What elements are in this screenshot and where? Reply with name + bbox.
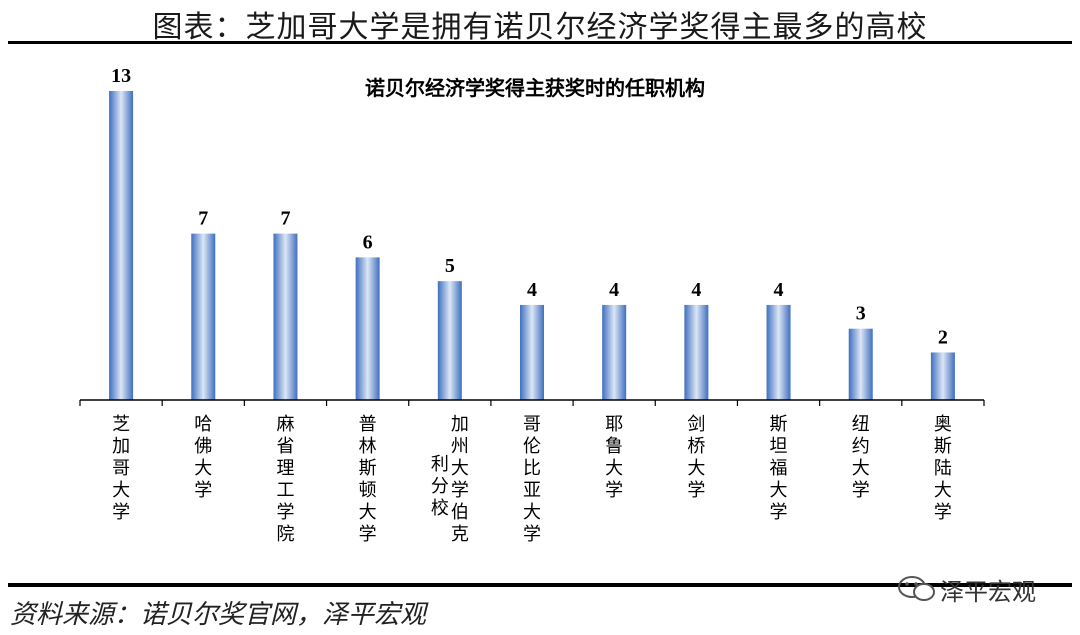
category-label-char: 大 xyxy=(934,480,952,501)
category-label-char: 约 xyxy=(852,436,870,457)
bar-0 xyxy=(109,91,134,400)
category-label-char: 鲁 xyxy=(605,436,623,457)
category-label-char: 奥 xyxy=(934,414,952,435)
category-label-char: 学 xyxy=(605,480,623,501)
category-label-char: 学 xyxy=(687,480,705,501)
bar-7 xyxy=(684,304,709,400)
category-label-char: 剑 xyxy=(687,414,705,435)
bar-8 xyxy=(766,304,791,400)
category-label-char: 斯 xyxy=(359,458,377,479)
category-label-char: 亚 xyxy=(523,480,541,501)
category-label-char: 伦 xyxy=(523,436,541,457)
value-label: 6 xyxy=(363,231,373,253)
value-label: 7 xyxy=(198,208,208,230)
category-label-char: 福 xyxy=(770,458,788,479)
category-label-char: 学 xyxy=(112,502,130,523)
category-label-char: 大 xyxy=(112,480,130,501)
bar-10 xyxy=(930,352,955,400)
category-label-char: 工 xyxy=(276,480,294,501)
bar-2 xyxy=(273,233,298,400)
bar-5 xyxy=(520,304,544,400)
value-label: 4 xyxy=(527,279,537,301)
category-label-char: 桥 xyxy=(687,436,705,457)
category-label-char: 学 xyxy=(852,480,870,501)
category-label-char: 分 xyxy=(431,476,449,497)
category-label-char: 普 xyxy=(359,414,377,435)
category-label-char: 麻 xyxy=(276,414,294,435)
category-label-char: 陆 xyxy=(934,458,952,479)
category-label-char: 斯 xyxy=(770,414,788,435)
source-note: 资料来源：诺贝尔奖官网，泽平宏观 xyxy=(10,600,427,630)
category-label-char: 学 xyxy=(276,502,294,523)
category-label-char: 大 xyxy=(852,458,870,479)
bar-1 xyxy=(191,233,216,400)
category-label-char: 学 xyxy=(451,480,469,501)
category-label-char: 省 xyxy=(276,436,294,457)
bar-4 xyxy=(437,281,462,400)
value-label: 4 xyxy=(691,279,701,301)
category-label-char: 顿 xyxy=(359,480,377,501)
logo-text: 泽平宏观 xyxy=(940,578,1036,606)
category-label-char: 伯 xyxy=(451,502,469,523)
category-label-char: 学 xyxy=(934,502,952,523)
category-label-char: 纽 xyxy=(852,414,870,435)
category-label-char: 加 xyxy=(112,436,130,457)
page-title: 图表：芝加哥大学是拥有诺贝尔经济学奖得主最多的高校 xyxy=(152,10,928,45)
category-label-char: 加 xyxy=(451,414,469,435)
category-label-char: 哥 xyxy=(112,458,130,479)
bar-6 xyxy=(602,304,627,400)
category-label-char: 学 xyxy=(194,480,212,501)
value-label: 7 xyxy=(280,208,290,230)
category-labels-group: 芝加哥大学哈佛大学麻省理工学院普林斯顿大学加州大学伯克利分校哥伦比亚大学耶鲁大学… xyxy=(112,414,952,545)
category-label-char: 理 xyxy=(276,458,294,479)
bottom-rule xyxy=(8,583,1072,587)
category-label-char: 耶 xyxy=(605,414,623,435)
value-label: 4 xyxy=(774,279,784,301)
category-label-char: 大 xyxy=(687,458,705,479)
top-rule xyxy=(8,41,1072,44)
category-label-char: 大 xyxy=(605,458,623,479)
category-label-char: 大 xyxy=(451,458,469,479)
wechat-logo-icon xyxy=(898,576,935,601)
bars-group xyxy=(109,91,955,400)
category-label-char: 大 xyxy=(770,480,788,501)
category-label-char: 坦 xyxy=(770,436,788,457)
bar-9 xyxy=(848,328,873,400)
category-label-char: 学 xyxy=(359,524,377,545)
category-label-char: 大 xyxy=(194,458,212,479)
category-label-char: 大 xyxy=(523,502,541,523)
category-label-char: 校 xyxy=(431,498,449,519)
category-label-char: 芝 xyxy=(112,414,130,435)
category-label-char: 佛 xyxy=(194,436,212,457)
value-label: 13 xyxy=(111,65,131,87)
value-label: 3 xyxy=(856,303,866,325)
category-label-char: 克 xyxy=(451,524,469,545)
category-label-char: 院 xyxy=(276,524,294,545)
category-label-char: 斯 xyxy=(934,436,952,457)
category-label-char: 学 xyxy=(770,502,788,523)
value-label: 2 xyxy=(938,326,948,348)
value-label: 5 xyxy=(445,255,455,277)
bar-3 xyxy=(355,257,380,400)
x-ticks-group xyxy=(79,400,985,406)
category-label-char: 哈 xyxy=(194,414,212,435)
category-label-char: 学 xyxy=(523,524,541,545)
value-labels-group: 13 7 7 6 5 4 4 4 4 3 2 xyxy=(111,65,948,348)
chart-title: 诺贝尔经济学奖得主获奖时的任职机构 xyxy=(365,76,705,100)
category-label-char: 哥 xyxy=(523,414,541,435)
category-label-char: 大 xyxy=(359,502,377,523)
category-label-char: 州 xyxy=(451,436,469,457)
category-label-char: 比 xyxy=(523,458,541,479)
category-label-char: 利 xyxy=(431,454,449,475)
value-label: 4 xyxy=(609,279,619,301)
category-label-char: 林 xyxy=(359,436,377,457)
